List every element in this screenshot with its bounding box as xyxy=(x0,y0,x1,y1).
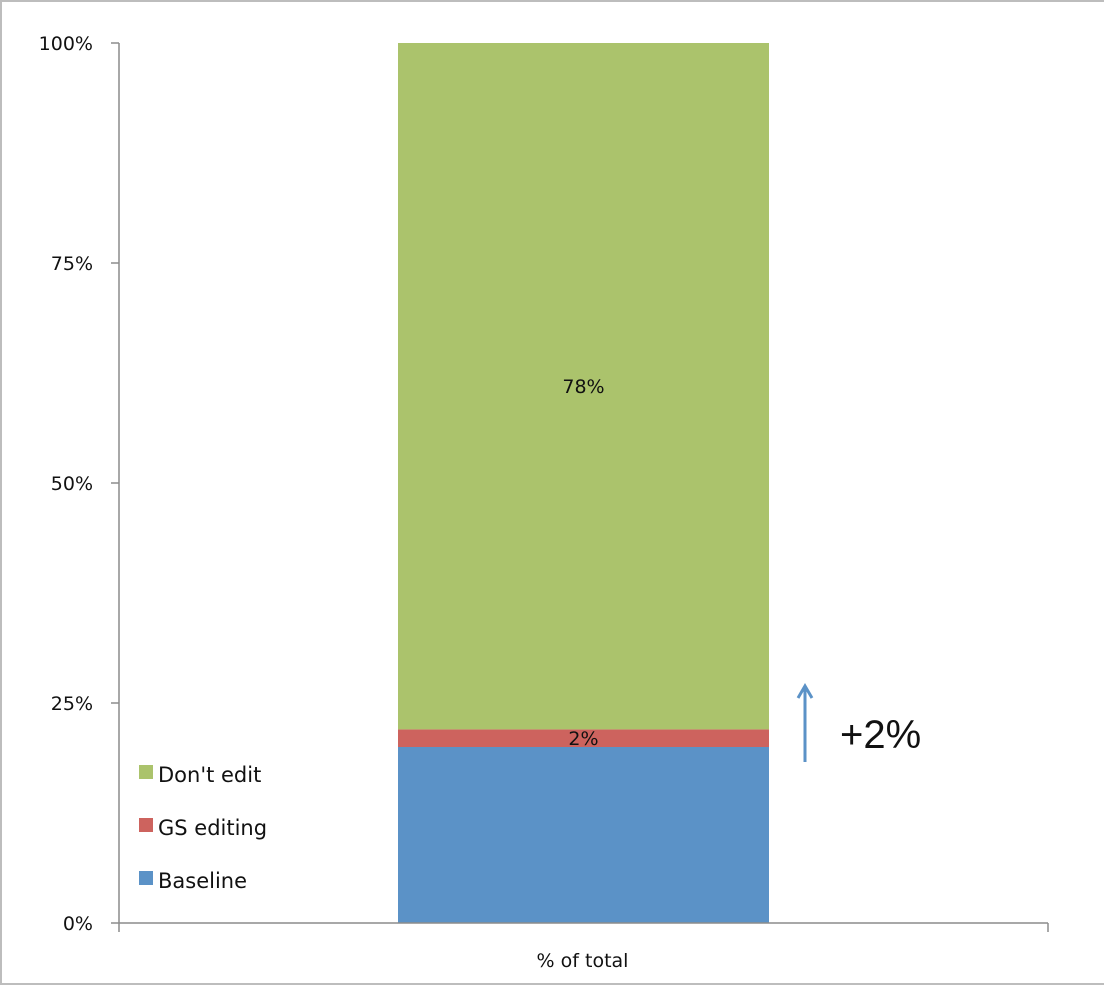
arrow-head-icon xyxy=(796,683,814,699)
legend-label-don-t-edit: Don't edit xyxy=(158,763,261,787)
legend-label-baseline: Baseline xyxy=(158,869,247,893)
y-tick-label: 25% xyxy=(51,693,93,715)
bar-segment-gs-editing xyxy=(398,729,769,747)
annotation-text: +2% xyxy=(840,713,921,757)
data-label-don-t-edit: 78% xyxy=(562,376,604,398)
y-tick-label: 0% xyxy=(63,913,93,935)
annotation: +2% xyxy=(796,683,921,762)
bar-segment-don-t-edit xyxy=(398,43,769,730)
y-tick-label: 75% xyxy=(51,253,93,275)
legend-swatch-gs-editing xyxy=(139,818,153,832)
x-category-label: % of total xyxy=(537,950,629,972)
bar-segment-baseline xyxy=(398,747,769,923)
y-tick-label: 100% xyxy=(39,33,93,55)
legend-swatch-don-t-edit xyxy=(139,765,153,779)
legend-label-gs-editing: GS editing xyxy=(158,816,267,840)
axes-layer: 0% 25% 50% 75% 100% % of total xyxy=(39,33,1049,972)
legend: Don't edit GS editing Baseline xyxy=(139,763,267,893)
bars-layer xyxy=(398,43,769,923)
legend-swatch-baseline xyxy=(139,871,153,885)
data-label-gs-editing: 2% xyxy=(568,728,598,750)
y-tick-label: 50% xyxy=(51,473,93,495)
data-labels-layer: 2% 78% xyxy=(562,376,604,750)
